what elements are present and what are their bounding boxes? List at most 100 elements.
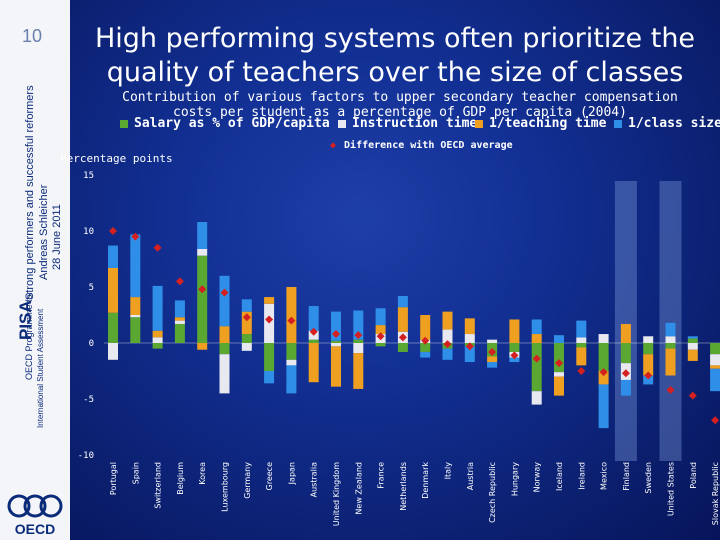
bar-segment — [531, 391, 542, 405]
bar-segment — [643, 343, 654, 355]
bar-segment — [264, 297, 275, 304]
bar-segment — [308, 343, 319, 383]
y-axis-label: Percentage points — [60, 152, 173, 165]
bar-segment — [152, 285, 163, 331]
legend-item-teaching: 1/teaching time — [475, 116, 606, 131]
legend-swatch-teaching — [475, 119, 483, 128]
x-tick-label: Luxembourg — [221, 462, 230, 512]
bar-segment — [331, 343, 341, 347]
difference-marker — [465, 342, 474, 351]
bar-segment — [264, 371, 275, 384]
bar-segment — [710, 354, 720, 366]
difference-marker — [198, 285, 207, 294]
legend-swatch-salary — [120, 119, 128, 128]
bar-segment — [108, 267, 118, 313]
difference-marker — [510, 351, 519, 360]
bar-segment — [241, 311, 252, 335]
y-tick-label: -5 — [83, 395, 94, 405]
bar-segment — [331, 311, 341, 341]
legend-item-class-size: 1/class size — [614, 116, 720, 131]
bar-segment — [576, 337, 587, 343]
bar-segment — [687, 336, 698, 339]
bar-segment — [687, 349, 698, 361]
difference-marker — [688, 391, 697, 400]
legend-item-difference: ◆ Difference with OECD average — [330, 140, 513, 151]
x-tick-label: United Kingdom — [332, 462, 341, 526]
x-tick-label: Norway — [533, 462, 542, 493]
bar-segment — [152, 330, 163, 338]
difference-marker — [398, 333, 407, 342]
bar-segment — [130, 297, 141, 315]
x-tick-label: Korea — [198, 462, 207, 485]
x-tick-label: Greece — [265, 462, 274, 491]
bar-segment — [509, 343, 520, 352]
difference-marker — [488, 347, 497, 356]
x-tick-label: Slovak Republic — [711, 462, 720, 525]
bar-segment — [152, 337, 163, 343]
bar-segment — [174, 320, 185, 324]
bar-segment — [241, 299, 252, 312]
bar-segment — [598, 384, 609, 429]
x-tick-label: Iceland — [555, 462, 564, 491]
bar-segment — [554, 343, 564, 373]
legend-swatch-instruction — [338, 119, 346, 128]
y-tick-label: -10 — [78, 451, 94, 461]
bar-segment — [286, 365, 297, 394]
difference-marker — [621, 369, 630, 378]
difference-marker — [153, 243, 162, 252]
x-tick-label: Denmark — [421, 462, 430, 499]
bar-segment — [241, 343, 252, 351]
x-tick-label: Poland — [689, 462, 698, 489]
bar-segment — [219, 354, 230, 394]
bar-segment — [643, 336, 654, 343]
bar-segment — [710, 343, 720, 355]
oecd-logo-text: OECD — [15, 521, 55, 537]
bar-segment — [353, 353, 364, 389]
bar-segment — [331, 346, 341, 387]
difference-marker — [711, 416, 720, 425]
bar-segment — [643, 375, 654, 385]
bar-segment — [598, 343, 609, 371]
bar-segment — [197, 222, 208, 249]
y-tick-label: 10 — [83, 227, 94, 237]
bar-segment — [308, 339, 319, 343]
highlight-column — [659, 181, 682, 461]
difference-marker — [354, 331, 363, 340]
difference-marker — [265, 315, 274, 324]
bar-segment — [174, 323, 185, 343]
bar-segment — [130, 315, 141, 318]
bar-segment — [531, 319, 542, 335]
x-tick-label: Mexico — [600, 462, 609, 490]
y-tick-label: 5 — [89, 283, 94, 293]
bar-segment — [665, 348, 676, 376]
bar-segment — [152, 343, 163, 349]
bar-segment — [509, 319, 520, 343]
bar-segment — [286, 287, 297, 343]
sidebar: 10 Strong performers and successful refo… — [0, 0, 70, 540]
bar-segment — [286, 359, 297, 366]
difference-marker — [421, 336, 430, 345]
x-tick-label: Finland — [622, 462, 631, 491]
difference-marker — [109, 227, 117, 235]
bar-segment — [219, 326, 230, 343]
y-tick-label: 15 — [83, 171, 94, 181]
x-tick-label: Belgium — [176, 462, 185, 495]
bar-segment — [687, 343, 698, 350]
x-tick-label: Hungary — [510, 462, 519, 496]
bar-segment — [442, 329, 453, 343]
x-tick-label: United States — [667, 462, 676, 516]
bar-segment — [687, 338, 698, 343]
bar-segment — [665, 322, 676, 337]
x-tick-label: Ireland — [577, 462, 586, 490]
x-tick-label: Portugal — [109, 462, 118, 495]
bar-segment — [420, 343, 431, 352]
bar-segment — [375, 325, 386, 335]
bar-segment — [420, 351, 431, 358]
difference-marker — [376, 332, 385, 341]
bar-segment — [554, 376, 564, 396]
bar-segment — [353, 310, 364, 340]
legend-swatch-class-size — [614, 119, 622, 128]
bar-segment — [130, 317, 141, 343]
difference-marker — [220, 288, 229, 297]
